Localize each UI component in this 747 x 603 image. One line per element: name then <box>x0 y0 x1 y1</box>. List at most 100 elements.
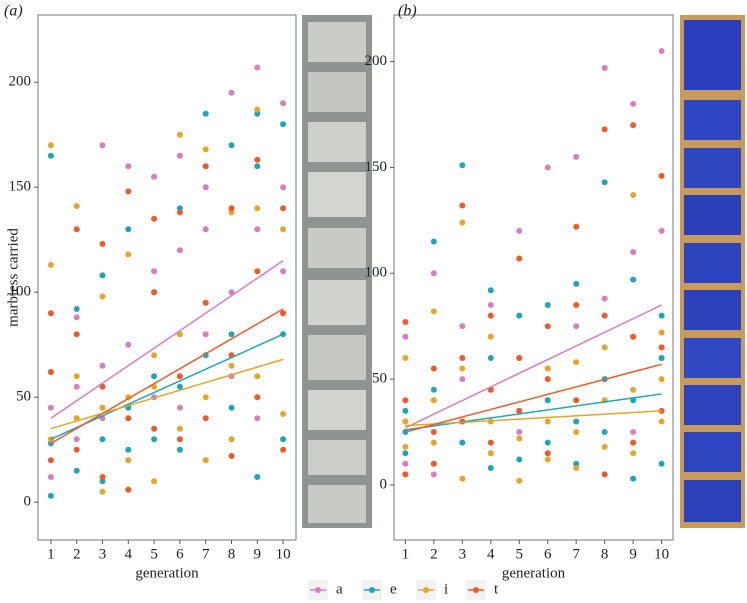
point <box>99 362 106 369</box>
point <box>630 249 637 256</box>
y-tick-label: 50 <box>16 389 31 405</box>
point <box>402 418 409 425</box>
point <box>47 310 54 317</box>
point <box>202 457 209 464</box>
point <box>254 394 261 401</box>
point <box>402 333 409 340</box>
point <box>487 354 494 361</box>
point <box>202 331 209 338</box>
point <box>402 450 409 457</box>
point <box>202 146 209 153</box>
point <box>228 142 235 149</box>
x-tick-label: 10 <box>654 546 669 562</box>
point <box>430 460 437 467</box>
point <box>151 436 158 443</box>
x-tick-label: 1 <box>47 546 55 562</box>
legend-dot <box>423 587 429 593</box>
point <box>99 142 106 149</box>
point <box>73 446 80 453</box>
x-tick-label: 3 <box>99 546 107 562</box>
point <box>99 293 106 300</box>
point <box>228 331 235 338</box>
point <box>573 460 580 467</box>
point <box>516 255 523 262</box>
point <box>573 323 580 330</box>
point <box>280 310 287 317</box>
point <box>254 205 261 212</box>
point <box>47 261 54 268</box>
point <box>658 172 665 179</box>
photo-strip-b <box>680 15 745 528</box>
point <box>487 333 494 340</box>
point <box>99 383 106 390</box>
x-tick-label: 7 <box>202 546 210 562</box>
point <box>658 418 665 425</box>
point <box>430 365 437 372</box>
x-tick-label: 7 <box>572 546 580 562</box>
x-tick-label: 2 <box>73 546 81 562</box>
point <box>658 460 665 467</box>
point <box>459 365 466 372</box>
point <box>459 475 466 482</box>
point <box>487 465 494 472</box>
point <box>402 318 409 325</box>
x-tick-label: 8 <box>228 546 236 562</box>
point <box>228 289 235 296</box>
point <box>125 446 132 453</box>
point <box>516 429 523 436</box>
point <box>459 354 466 361</box>
point <box>254 415 261 422</box>
point <box>202 184 209 191</box>
legend-dot <box>315 587 321 593</box>
point <box>228 209 235 216</box>
point <box>73 373 80 380</box>
point <box>544 418 551 425</box>
point <box>228 89 235 96</box>
point <box>202 226 209 233</box>
y-tick-label: 0 <box>380 476 388 492</box>
point <box>487 287 494 294</box>
point <box>254 106 261 113</box>
point <box>176 446 183 453</box>
point <box>459 323 466 330</box>
x-tick-label: 4 <box>125 546 133 562</box>
point <box>99 488 106 495</box>
point <box>601 179 608 186</box>
point <box>544 456 551 463</box>
point <box>73 467 80 474</box>
point <box>254 373 261 380</box>
point <box>516 354 523 361</box>
point <box>202 299 209 306</box>
point <box>176 131 183 138</box>
point <box>176 425 183 432</box>
y-tick-label: 0 <box>24 494 32 510</box>
x-axis-label: generation <box>135 565 199 581</box>
point <box>459 202 466 209</box>
point <box>573 223 580 230</box>
point <box>176 383 183 390</box>
y-tick-label: 100 <box>9 284 32 300</box>
legend-label: i <box>444 581 448 597</box>
point <box>99 474 106 480</box>
point <box>151 268 158 275</box>
point <box>516 407 523 414</box>
point <box>125 457 132 464</box>
point <box>151 478 158 485</box>
point <box>516 477 523 484</box>
point <box>630 276 637 283</box>
legend-label: a <box>336 581 343 597</box>
point <box>544 439 551 446</box>
point <box>402 471 409 478</box>
point <box>280 205 287 212</box>
point <box>601 126 608 133</box>
point <box>280 121 287 128</box>
point <box>176 247 183 254</box>
point <box>573 359 580 366</box>
point <box>601 429 608 436</box>
point <box>573 418 580 425</box>
point <box>280 411 287 417</box>
x-tick-label: 8 <box>601 546 609 562</box>
y-tick-label: 50 <box>372 371 387 387</box>
point <box>280 226 287 233</box>
point <box>151 352 158 359</box>
